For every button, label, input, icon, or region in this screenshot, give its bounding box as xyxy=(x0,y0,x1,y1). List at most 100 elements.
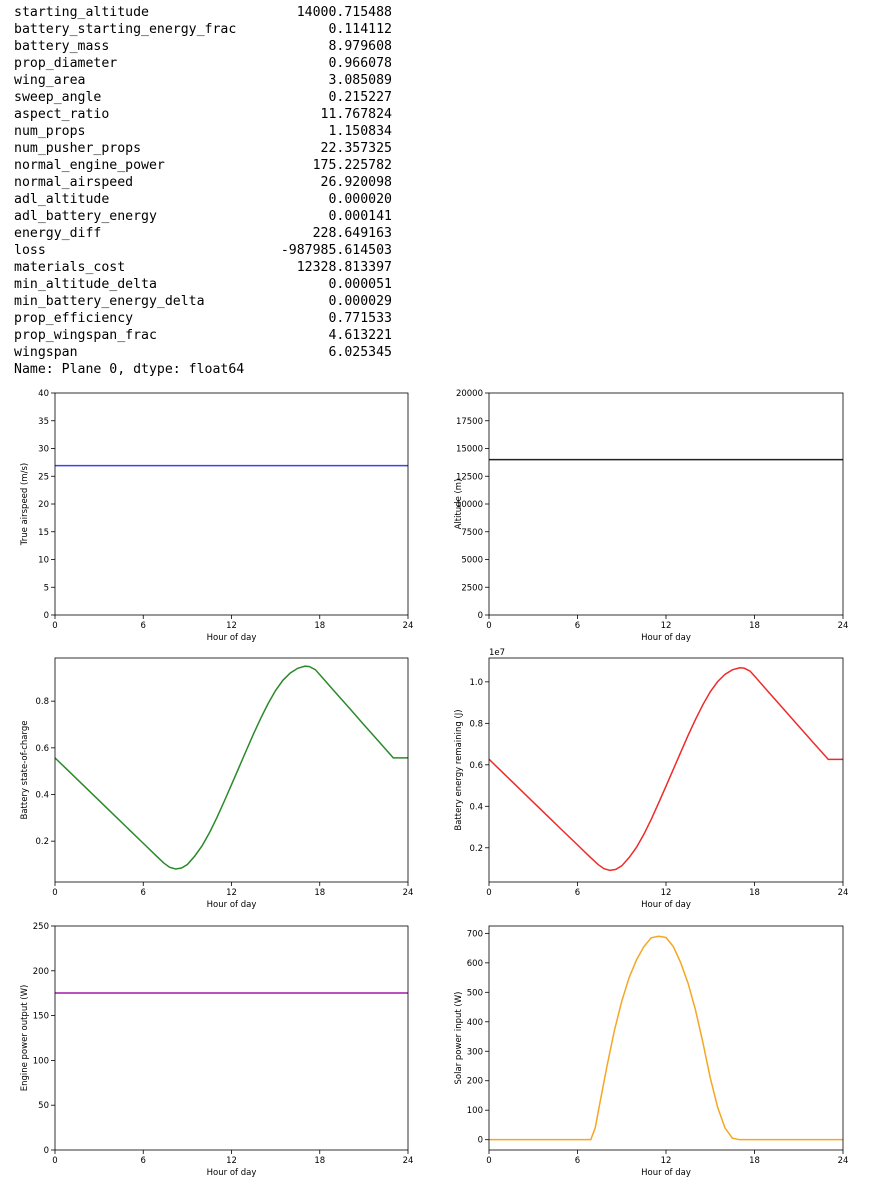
y-tick-label: 100 xyxy=(33,1056,49,1066)
plot-frame xyxy=(54,392,409,616)
table-row: battery_mass 8.979608 xyxy=(14,38,392,55)
y-tick-label: 15 xyxy=(38,528,49,538)
param-name: sweep_angle xyxy=(14,90,102,105)
y-axis-label: Battery energy remaining (J) xyxy=(454,709,464,830)
param-value: 6.025345 xyxy=(328,345,392,360)
x-tick-label: 0 xyxy=(52,888,57,898)
y-tick-label: 0.4 xyxy=(469,802,483,812)
param-value: 0.114112 xyxy=(328,22,392,37)
y-axis-label: Altitude (m) xyxy=(454,479,464,530)
x-tick-label: 24 xyxy=(403,1156,414,1166)
table-row: aspect_ratio 11.767824 xyxy=(14,106,392,123)
table-row: min_altitude_delta 0.000051 xyxy=(14,276,392,293)
y-tick-label: 0 xyxy=(478,1136,483,1146)
y-tick-label: 25 xyxy=(38,472,49,482)
param-value: 0.000020 xyxy=(328,192,392,207)
x-tick-label: 6 xyxy=(141,888,146,898)
y-tick-label: 0.2 xyxy=(35,837,49,847)
x-tick-label: 12 xyxy=(226,888,237,898)
x-axis-label: Hour of day xyxy=(641,633,691,643)
x-tick-label: 24 xyxy=(838,621,849,631)
table-row: prop_efficiency 0.771533 xyxy=(14,310,392,327)
parameter-table: starting_altitude 14000.715488 battery_sta… xyxy=(14,4,392,378)
param-name: prop_efficiency xyxy=(14,311,134,326)
axis-exponent-label: 1e7 xyxy=(489,648,505,658)
altitude-chart: 0 6 12 18 24 0 2500 5000 7500 10000 12500 15000 1750… xyxy=(454,389,849,643)
y-tick-label: 700 xyxy=(467,929,483,939)
y-tick-label: 40 xyxy=(38,389,49,399)
y-tick-label: 15000 xyxy=(456,445,483,455)
y-tick-label: 0.2 xyxy=(469,844,483,854)
table-row: battery_starting_energy_frac 0.114112 xyxy=(14,21,392,38)
x-tick-label: 24 xyxy=(403,621,414,631)
param-name: min_battery_energy_delta xyxy=(14,294,205,309)
y-tick-label: 12500 xyxy=(456,472,483,482)
airspeed-chart: 0 6 12 18 24 0 5 10 15 20 25 30 35 40 Hour of day True … xyxy=(20,389,414,643)
table-row: num_props 1.150834 xyxy=(14,123,392,140)
table-row: wingspan 6.025345 xyxy=(14,344,392,361)
param-value: 3.085089 xyxy=(328,73,392,88)
x-tick-label: 18 xyxy=(314,1156,325,1166)
param-name: normal_airspeed xyxy=(14,175,134,190)
y-axis-label: True airspeed (m/s) xyxy=(20,463,30,546)
x-tick-label: 24 xyxy=(838,888,849,898)
y-tick-label: 5 xyxy=(44,583,49,593)
x-tick-label: 18 xyxy=(749,621,760,631)
y-tick-label: 20 xyxy=(38,500,49,510)
param-name: battery_starting_energy_frac xyxy=(14,22,237,37)
param-name: energy_diff xyxy=(14,226,102,241)
x-tick-label: 0 xyxy=(52,1156,57,1166)
table-row: adl_altitude 0.000020 xyxy=(14,191,392,208)
param-name: adl_battery_energy xyxy=(14,209,157,224)
x-tick-label: 12 xyxy=(661,1156,672,1166)
x-tick-label: 12 xyxy=(226,621,237,631)
plot-frame xyxy=(54,925,409,1151)
param-value: 0.000029 xyxy=(328,294,392,309)
x-axis-label: Hour of day xyxy=(207,900,257,910)
y-tick-label: 0.8 xyxy=(469,719,483,729)
param-value: 0.771533 xyxy=(328,311,392,326)
y-tick-label: 600 xyxy=(467,959,483,969)
param-name: wing_area xyxy=(14,73,86,88)
y-tick-label: 0 xyxy=(478,611,483,621)
battery-energy-chart: 0 6 12 18 24 0.2 0.4 0.6 0.8 1.0 Hour of day Batter… xyxy=(454,648,849,910)
x-tick-label: 18 xyxy=(314,888,325,898)
table-row: wing_area 3.085089 xyxy=(14,72,392,89)
y-tick-label: 35 xyxy=(38,417,49,427)
param-name: aspect_ratio xyxy=(14,107,110,122)
x-tick-label: 6 xyxy=(575,888,580,898)
table-row: prop_wingspan_frac 4.613221 xyxy=(14,327,392,344)
x-tick-label: 0 xyxy=(486,621,491,631)
param-name: normal_engine_power xyxy=(14,158,165,173)
param-value: 1.150834 xyxy=(328,124,392,139)
series-line xyxy=(489,666,843,872)
param-value: 11.767824 xyxy=(320,107,392,122)
x-tick-label: 24 xyxy=(403,888,414,898)
y-tick-label: 50 xyxy=(38,1101,49,1111)
y-tick-label: 30 xyxy=(38,445,49,455)
plot-frame xyxy=(488,392,844,616)
state-of-charge-chart: 0 6 12 18 24 0.2 0.4 0.6 0.8 Hour of day Battery s… xyxy=(20,657,414,910)
series-footer: Name: Plane 0, dtype: float64 xyxy=(14,362,245,377)
param-value: 14000.715488 xyxy=(296,5,392,20)
y-tick-label: 7500 xyxy=(461,528,483,538)
y-tick-label: 100 xyxy=(467,1106,483,1116)
plot-frame xyxy=(488,657,844,883)
table-row: num_pusher_props 22.357325 xyxy=(14,140,392,157)
param-value: 0.000141 xyxy=(328,209,392,224)
param-value: 22.357325 xyxy=(320,141,392,156)
y-tick-label: 17500 xyxy=(456,417,483,427)
y-tick-label: 0.4 xyxy=(35,791,49,801)
engine-power-chart: 0 6 12 18 24 0 50 100 150 200 250 Hour of day Engine… xyxy=(20,922,414,1178)
x-axis-label: Hour of day xyxy=(207,633,257,643)
param-value: 228.649163 xyxy=(312,226,392,241)
x-tick-label: 6 xyxy=(575,1156,580,1166)
x-tick-label: 0 xyxy=(52,621,57,631)
y-tick-label: 400 xyxy=(467,1018,483,1028)
y-tick-label: 250 xyxy=(33,922,49,932)
param-name: min_altitude_delta xyxy=(14,277,157,292)
param-value: 26.920098 xyxy=(320,175,392,190)
table-row: adl_battery_energy 0.000141 xyxy=(14,208,392,225)
x-tick-label: 12 xyxy=(226,1156,237,1166)
table-row: normal_airspeed 26.920098 xyxy=(14,174,392,191)
